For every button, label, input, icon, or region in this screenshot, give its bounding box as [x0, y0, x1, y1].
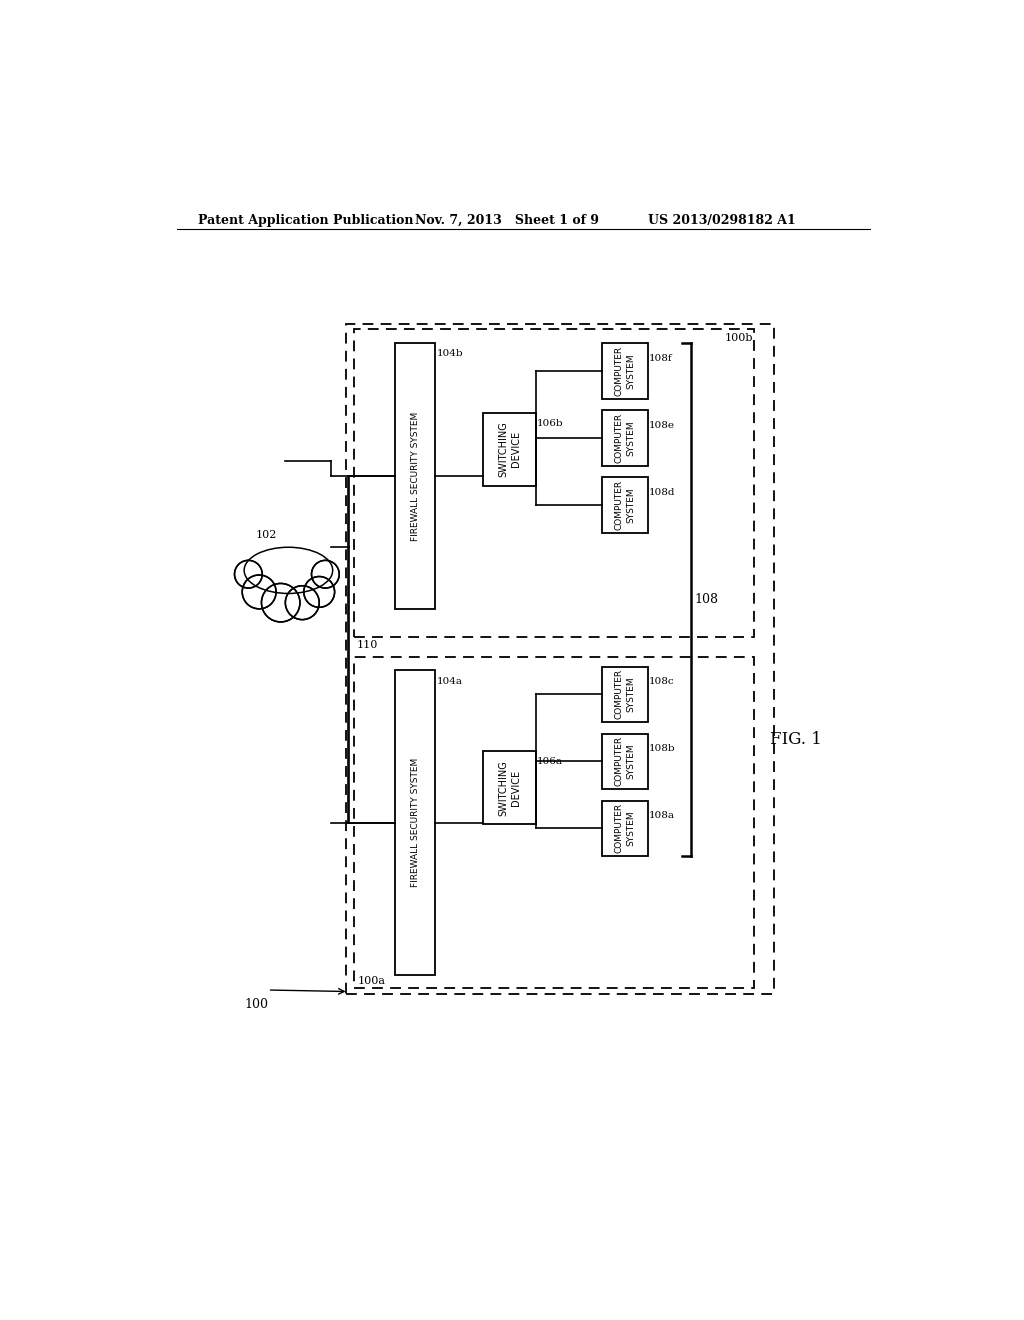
Bar: [246, 549, 331, 582]
Text: 108a: 108a: [649, 812, 675, 820]
Bar: [395, 671, 435, 974]
Circle shape: [234, 560, 262, 589]
Text: 108: 108: [694, 593, 718, 606]
Text: COMPUTER
SYSTEM: COMPUTER SYSTEM: [614, 346, 635, 396]
Text: Patent Application Publication: Patent Application Publication: [199, 214, 414, 227]
Bar: [354, 657, 755, 989]
Bar: [346, 323, 773, 994]
Circle shape: [243, 576, 276, 609]
Text: FIREWALL SECURITY SYSTEM: FIREWALL SECURITY SYSTEM: [411, 412, 420, 541]
Ellipse shape: [244, 549, 333, 607]
Bar: [602, 343, 648, 399]
Text: 108e: 108e: [649, 421, 675, 430]
Text: 104a: 104a: [437, 677, 463, 685]
Text: 106b: 106b: [538, 418, 564, 428]
Bar: [602, 734, 648, 789]
Text: 108c: 108c: [649, 677, 675, 686]
Text: 106a: 106a: [538, 758, 563, 767]
Text: COMPUTER
SYSTEM: COMPUTER SYSTEM: [614, 804, 635, 853]
Circle shape: [286, 586, 319, 619]
Text: Nov. 7, 2013   Sheet 1 of 9: Nov. 7, 2013 Sheet 1 of 9: [416, 214, 599, 227]
Circle shape: [311, 560, 339, 589]
Text: 102: 102: [255, 529, 276, 540]
Text: 108b: 108b: [649, 744, 676, 754]
Bar: [602, 800, 648, 857]
Text: COMPUTER
SYSTEM: COMPUTER SYSTEM: [614, 413, 635, 463]
Text: 100b: 100b: [724, 333, 753, 343]
Bar: [602, 411, 648, 466]
Text: SWITCHING
DEVICE: SWITCHING DEVICE: [499, 760, 520, 816]
Bar: [483, 413, 536, 486]
Bar: [602, 478, 648, 533]
Bar: [395, 343, 435, 609]
Text: COMPUTER
SYSTEM: COMPUTER SYSTEM: [614, 669, 635, 719]
Text: 108f: 108f: [649, 354, 673, 363]
Text: FIG. 1: FIG. 1: [770, 731, 821, 748]
Bar: [483, 751, 536, 825]
Text: 108d: 108d: [649, 488, 675, 496]
Text: 110: 110: [356, 640, 378, 651]
Text: Internet: Internet: [242, 581, 289, 591]
Text: US 2013/0298182 A1: US 2013/0298182 A1: [648, 214, 796, 227]
Text: COMPUTER
SYSTEM: COMPUTER SYSTEM: [614, 480, 635, 529]
Circle shape: [261, 583, 300, 622]
Circle shape: [304, 577, 335, 607]
Text: 100a: 100a: [357, 977, 386, 986]
Text: COMPUTER
SYSTEM: COMPUTER SYSTEM: [614, 737, 635, 787]
Text: 104b: 104b: [437, 350, 464, 358]
Bar: [602, 667, 648, 722]
Bar: [354, 330, 755, 638]
Text: SWITCHING
DEVICE: SWITCHING DEVICE: [499, 421, 520, 477]
Text: FIREWALL SECURITY SYSTEM: FIREWALL SECURITY SYSTEM: [411, 758, 420, 887]
Text: 100: 100: [245, 998, 268, 1011]
